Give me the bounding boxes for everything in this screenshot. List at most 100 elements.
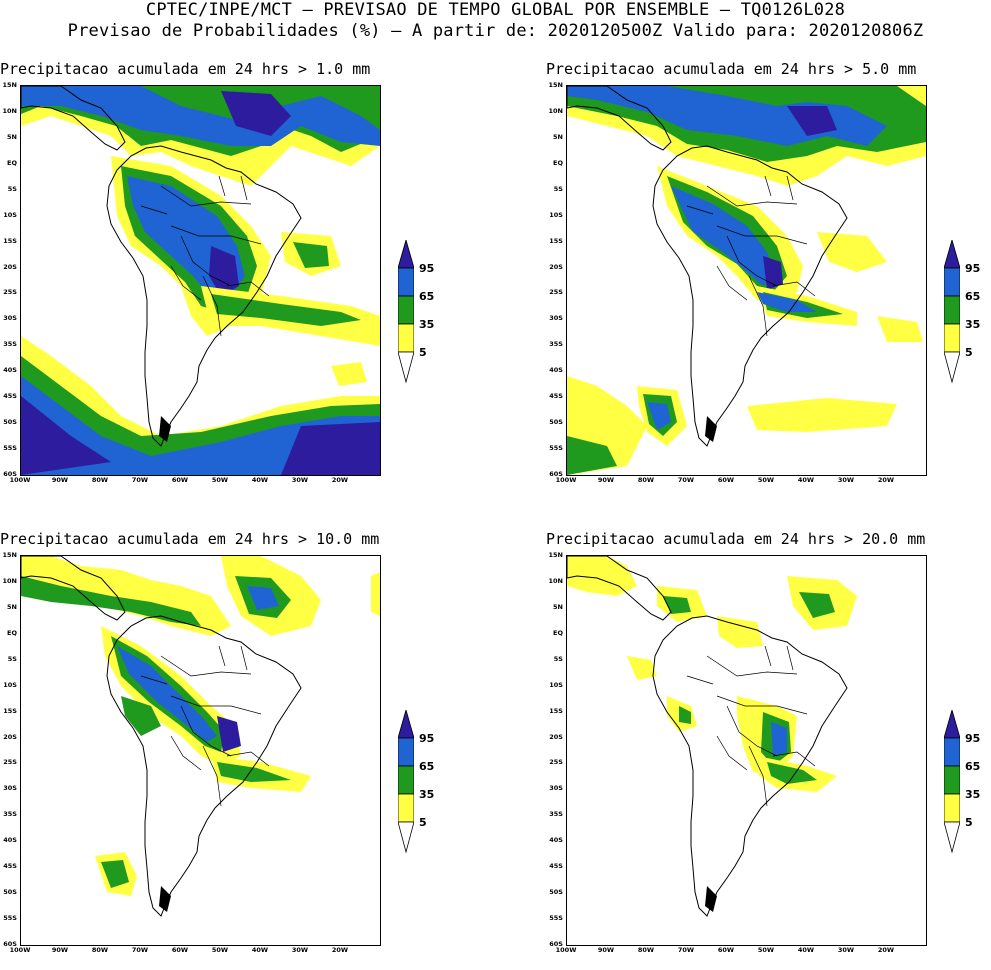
lat-tick-label: 15S (3, 236, 17, 245)
lat-tick-label: 10S (549, 210, 563, 219)
lon-tick-label: 100W (9, 476, 31, 484)
probability-map (20, 85, 381, 476)
colorbar-level-label: 35 (419, 788, 435, 801)
lon-tick-label: 30W (291, 946, 309, 954)
lon-tick-label: 60W (171, 476, 189, 484)
lat-tick-label: 5S (7, 184, 17, 193)
colorbar-level-label: 35 (965, 788, 981, 801)
lon-tick-label: 30W (837, 476, 855, 484)
lat-tick-label: 15N (2, 551, 18, 559)
lon-tick-label: 40W (251, 476, 269, 484)
lon-tick-label: 70W (677, 476, 695, 484)
lon-tick-label: 90W (597, 476, 615, 484)
lat-tick-label: 25S (549, 758, 563, 767)
lat-tick-label: 55S (549, 444, 563, 453)
lat-tick-label: 15S (549, 706, 563, 715)
lat-tick-label: 35S (3, 340, 17, 349)
colorbar (397, 238, 415, 385)
map-svg (567, 86, 926, 475)
colorbar-level-label: 95 (965, 732, 981, 745)
lat-tick-label: 15S (3, 706, 17, 715)
colorbar-level-label: 65 (419, 760, 435, 773)
probability-map (566, 555, 927, 946)
lat-tick-label: 5S (7, 654, 17, 663)
colorbar (397, 708, 415, 855)
panel-title: Precipitacao acumulada em 24 hrs > 5.0 m… (546, 60, 917, 78)
lat-tick-label: 30S (549, 784, 563, 793)
map-svg (21, 86, 380, 475)
lon-tick-label: 100W (555, 946, 577, 954)
figure-subtitle: Previsao de Probabilidades (%) – A parti… (67, 21, 924, 41)
lat-tick-label: 40S (3, 836, 17, 845)
lon-tick-label: 60W (171, 946, 189, 954)
map-panel-p4: Precipitacao acumulada em 24 hrs > 20.0 … (546, 530, 991, 970)
lon-tick-label: 40W (797, 476, 815, 484)
lat-tick-label: 40S (549, 836, 563, 845)
lon-tick-label: 100W (555, 476, 577, 484)
lon-tick-label: 20W (331, 476, 349, 484)
lat-tick-label: 5S (553, 654, 563, 663)
lat-tick-label: 60S (549, 940, 563, 948)
colorbar-level-label: 5 (419, 816, 427, 829)
lat-tick-label: 35S (549, 810, 563, 819)
lon-tick-label: 70W (131, 476, 149, 484)
lat-tick-label: 45S (3, 392, 17, 401)
colorbar-level-label: 65 (419, 290, 435, 303)
lat-tick-label: 5N (553, 132, 563, 141)
lon-tick-label: 70W (131, 946, 149, 954)
lat-tick-label: 20S (3, 262, 17, 271)
lat-tick-label: 10N (2, 576, 18, 585)
lat-tick-label: 15N (548, 551, 564, 559)
lon-tick-label: 40W (797, 946, 815, 954)
lat-tick-label: 20S (549, 732, 563, 741)
lat-tick-label: 20S (3, 732, 17, 741)
lat-tick-label: 10N (548, 576, 564, 585)
lat-tick-label: 25S (3, 288, 17, 297)
lon-tick-label: 50W (211, 476, 229, 484)
colorbar-level-label: 65 (965, 290, 981, 303)
lon-tick-label: 90W (51, 946, 69, 954)
lat-tick-label: 55S (3, 444, 17, 453)
lat-tick-label: 45S (549, 392, 563, 401)
lon-tick-label: 90W (597, 946, 615, 954)
lat-tick-label: 50S (549, 418, 563, 427)
lat-tick-label: 50S (3, 888, 17, 897)
colorbar-level-label: 65 (965, 760, 981, 773)
lat-tick-label: 60S (3, 470, 17, 478)
lat-tick-label: 55S (3, 914, 17, 923)
map-panel-p1: Precipitacao acumulada em 24 hrs > 1.0 m… (0, 60, 450, 500)
lon-tick-label: 80W (637, 946, 655, 954)
probability-map (20, 555, 381, 946)
colorbar-level-label: 5 (965, 346, 973, 359)
colorbar-level-label: 95 (965, 262, 981, 275)
colorbar-level-label: 5 (965, 816, 973, 829)
panel-title: Precipitacao acumulada em 24 hrs > 10.0 … (0, 530, 380, 548)
lat-tick-label: 10S (3, 680, 17, 689)
lat-tick-label: 10S (3, 210, 17, 219)
lat-tick-label: 30S (3, 784, 17, 793)
colorbar (943, 238, 961, 385)
colorbar-level-label: 35 (965, 318, 981, 331)
lat-tick-label: 10N (2, 106, 18, 115)
lat-tick-label: 25S (549, 288, 563, 297)
lat-tick-label: EQ (553, 158, 563, 167)
lat-tick-label: 5N (7, 132, 17, 141)
lon-tick-label: 100W (9, 946, 31, 954)
lat-tick-label: 45S (549, 862, 563, 871)
map-panel-p2: Precipitacao acumulada em 24 hrs > 5.0 m… (546, 60, 991, 500)
map-svg (567, 556, 857, 917)
lon-tick-label: 40W (251, 946, 269, 954)
lat-tick-label: 10N (548, 106, 564, 115)
lat-tick-label: 30S (3, 314, 17, 323)
panel-title: Precipitacao acumulada em 24 hrs > 1.0 m… (0, 60, 371, 78)
lon-tick-label: 90W (51, 476, 69, 484)
lat-tick-label: 50S (549, 888, 563, 897)
lon-tick-label: 20W (877, 946, 895, 954)
colorbar-level-label: 95 (419, 732, 435, 745)
lat-tick-label: 15S (549, 236, 563, 245)
lat-tick-label: 5N (7, 602, 17, 611)
lat-tick-label: EQ (7, 158, 17, 167)
probability-map (566, 85, 927, 476)
lat-tick-label: 35S (3, 810, 17, 819)
lat-tick-label: 55S (549, 914, 563, 923)
